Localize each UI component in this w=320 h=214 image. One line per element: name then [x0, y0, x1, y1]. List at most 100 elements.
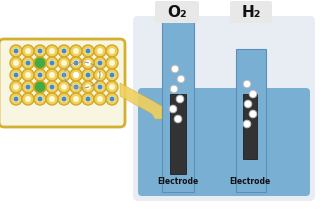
Text: O₂: O₂ — [167, 4, 187, 19]
Circle shape — [34, 93, 46, 105]
Circle shape — [37, 96, 43, 102]
Circle shape — [73, 60, 79, 66]
Circle shape — [46, 93, 58, 105]
Circle shape — [109, 97, 115, 101]
Circle shape — [97, 60, 103, 66]
Circle shape — [74, 61, 78, 65]
Bar — [162, 19, 194, 192]
Circle shape — [74, 85, 78, 89]
Circle shape — [34, 57, 46, 69]
Circle shape — [169, 105, 177, 113]
Circle shape — [13, 97, 19, 101]
Circle shape — [82, 57, 94, 69]
Circle shape — [97, 84, 103, 90]
Circle shape — [94, 45, 106, 57]
Circle shape — [82, 93, 94, 105]
Circle shape — [37, 84, 43, 90]
Circle shape — [22, 45, 34, 57]
Circle shape — [73, 72, 79, 78]
Circle shape — [61, 73, 67, 77]
Circle shape — [37, 73, 43, 77]
Circle shape — [70, 93, 82, 105]
Circle shape — [58, 45, 70, 57]
Circle shape — [98, 61, 102, 65]
Circle shape — [174, 115, 182, 123]
Circle shape — [22, 69, 34, 81]
Circle shape — [94, 81, 106, 93]
Circle shape — [243, 120, 251, 128]
FancyBboxPatch shape — [138, 88, 310, 196]
Bar — [170, 94, 186, 174]
Circle shape — [73, 72, 79, 78]
Circle shape — [61, 72, 67, 78]
Circle shape — [73, 48, 79, 54]
Circle shape — [46, 69, 58, 81]
Circle shape — [25, 48, 31, 54]
Circle shape — [243, 80, 251, 88]
Circle shape — [10, 57, 22, 69]
Circle shape — [85, 60, 91, 66]
Circle shape — [97, 96, 103, 102]
Bar — [243, 94, 257, 159]
Circle shape — [61, 49, 67, 54]
Circle shape — [13, 84, 19, 90]
Circle shape — [49, 72, 55, 78]
Circle shape — [25, 96, 31, 102]
Circle shape — [50, 61, 54, 65]
Circle shape — [58, 81, 70, 93]
Circle shape — [85, 49, 91, 54]
Circle shape — [37, 48, 43, 54]
Circle shape — [34, 45, 46, 57]
Circle shape — [85, 60, 91, 66]
Text: Electrode: Electrode — [229, 177, 271, 186]
Circle shape — [25, 84, 31, 90]
Circle shape — [58, 57, 70, 69]
Circle shape — [85, 48, 91, 54]
Circle shape — [106, 81, 118, 93]
Circle shape — [61, 96, 67, 102]
Circle shape — [46, 45, 58, 57]
Circle shape — [97, 48, 103, 54]
Circle shape — [85, 97, 91, 101]
Polygon shape — [120, 83, 162, 119]
Circle shape — [49, 84, 55, 90]
Circle shape — [37, 60, 43, 66]
Circle shape — [73, 60, 79, 66]
Circle shape — [70, 57, 82, 69]
Circle shape — [25, 60, 31, 66]
Circle shape — [10, 93, 22, 105]
Circle shape — [26, 85, 30, 89]
Circle shape — [106, 69, 118, 81]
Circle shape — [249, 110, 257, 118]
Circle shape — [13, 48, 19, 54]
Circle shape — [22, 93, 34, 105]
Circle shape — [106, 45, 118, 57]
Circle shape — [94, 57, 106, 69]
Circle shape — [34, 57, 46, 69]
Circle shape — [177, 75, 185, 83]
FancyBboxPatch shape — [133, 16, 315, 201]
Circle shape — [22, 57, 34, 69]
Circle shape — [171, 65, 179, 73]
Circle shape — [13, 73, 19, 77]
Circle shape — [22, 81, 34, 93]
Circle shape — [49, 96, 55, 102]
Circle shape — [85, 73, 91, 77]
Circle shape — [37, 49, 43, 54]
Circle shape — [26, 61, 30, 65]
Circle shape — [13, 72, 19, 78]
Circle shape — [34, 69, 46, 81]
Circle shape — [70, 69, 82, 81]
Circle shape — [10, 69, 22, 81]
Circle shape — [70, 45, 82, 57]
Circle shape — [85, 96, 91, 102]
Circle shape — [82, 69, 94, 81]
Circle shape — [109, 48, 115, 54]
Circle shape — [98, 85, 102, 89]
Circle shape — [109, 96, 115, 102]
Circle shape — [13, 49, 19, 54]
Circle shape — [13, 96, 19, 102]
Circle shape — [109, 73, 115, 77]
Circle shape — [25, 72, 31, 78]
Circle shape — [13, 60, 19, 66]
